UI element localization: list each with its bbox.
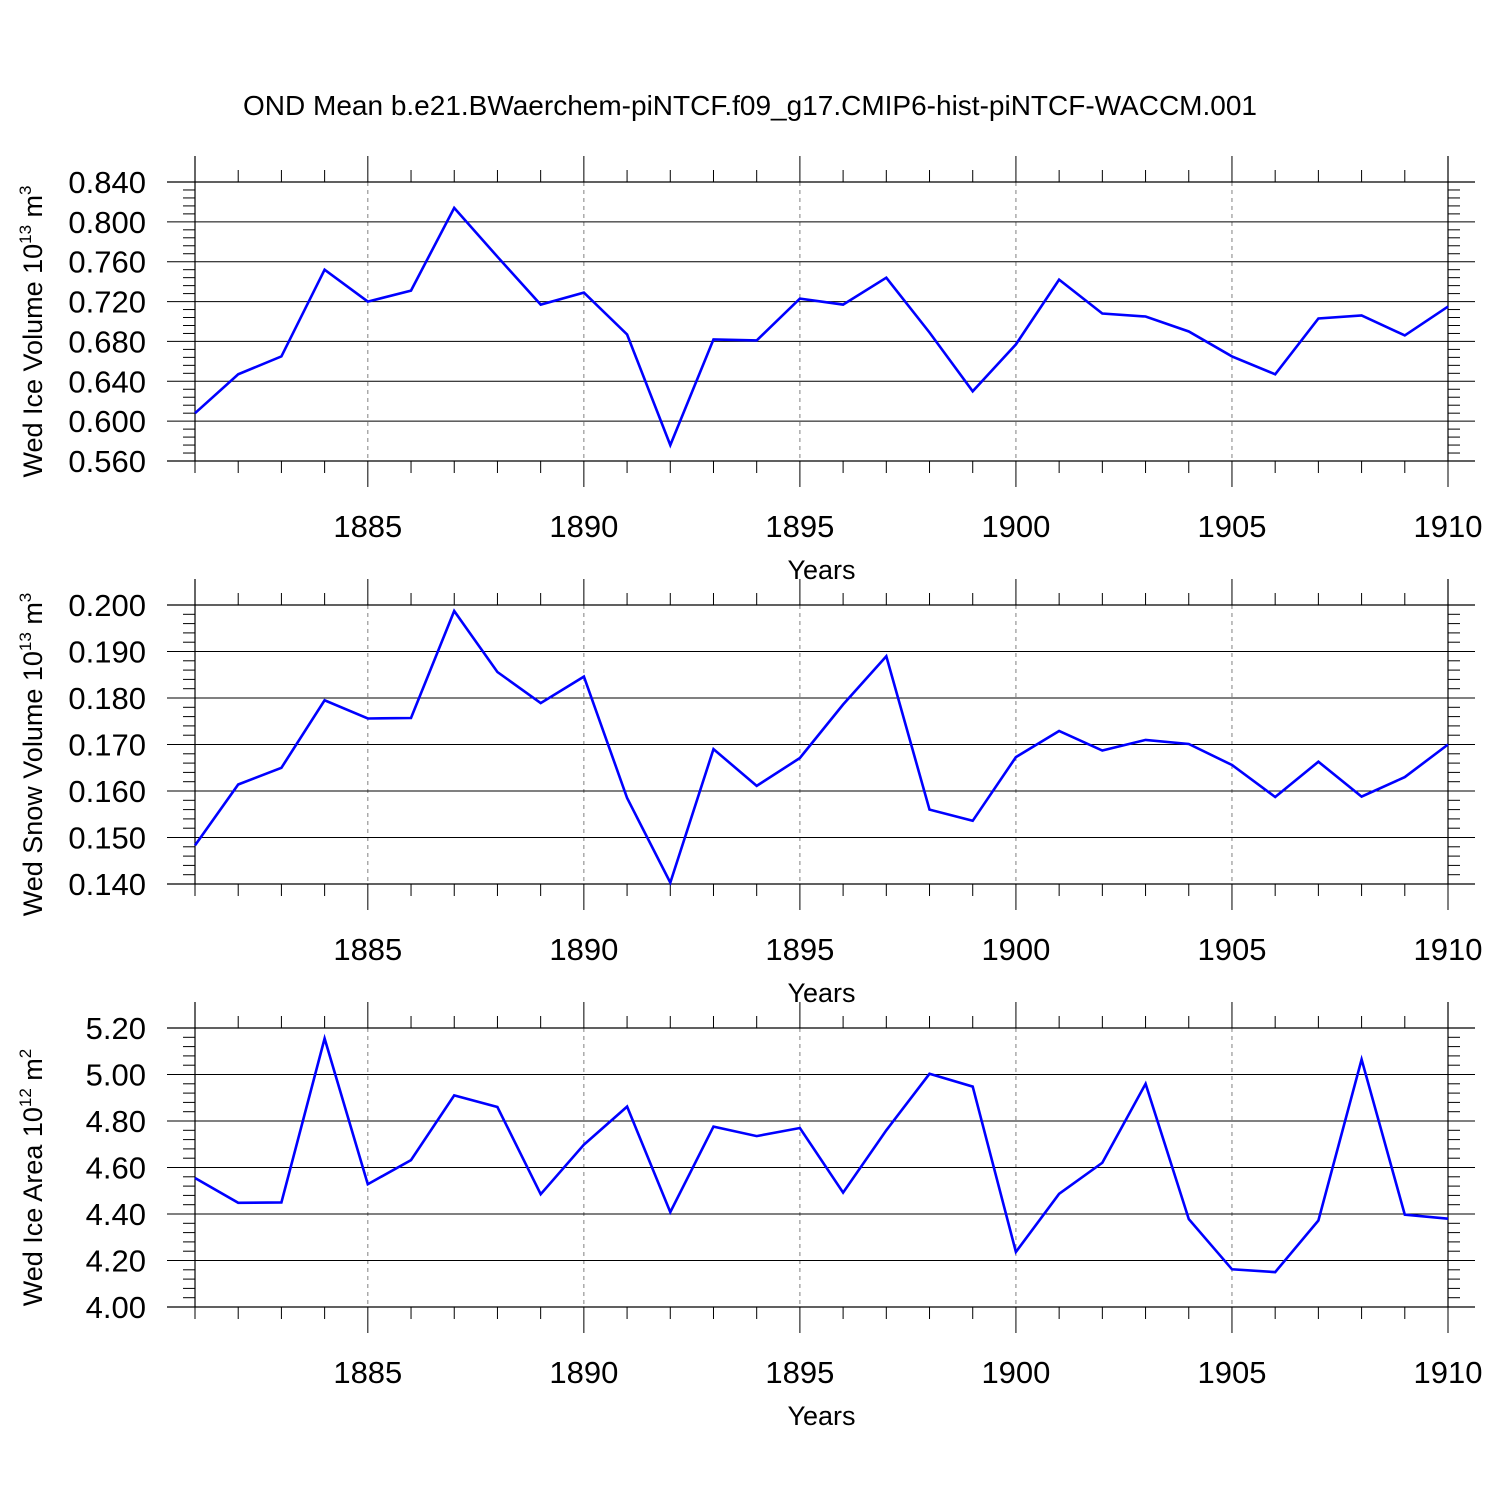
y-tick-label: 0.180 [68, 681, 146, 716]
x-tick-label: 1885 [333, 1355, 402, 1390]
series-line [193, 608, 1449, 886]
x-tick-label: 1905 [1197, 509, 1266, 544]
y-tick-label: 0.140 [68, 867, 146, 902]
y-tick-label: 4.20 [86, 1244, 146, 1279]
x-tick-label: 1910 [1414, 932, 1483, 967]
y-tick-label: 4.40 [86, 1197, 146, 1232]
x-tick-label: 1895 [765, 509, 834, 544]
y-tick-label: 0.840 [68, 165, 146, 200]
y-tick-label: 0.720 [68, 285, 146, 320]
x-tick-label: 1885 [333, 509, 402, 544]
y-tick-label: 0.640 [68, 364, 146, 399]
y-tick-label: 0.560 [68, 444, 146, 479]
series-line [194, 205, 1449, 449]
x-tick-label: 1900 [981, 932, 1050, 967]
y-tick-label: 0.190 [68, 635, 146, 670]
y-tick-label: 4.60 [86, 1151, 146, 1186]
x-tick-label: 1890 [549, 509, 618, 544]
plot-panel-3: 1885 1890 1895 1900 1905 1910 Years 4.00 4.20 4.4… [16, 1002, 1482, 1431]
y-tick-label: 0.150 [68, 821, 146, 856]
y-tick-label: 5.20 [86, 1011, 146, 1046]
y-axis-label: Wed Ice Area 1012 m2 [16, 1049, 48, 1307]
x-tick-label: 1890 [549, 932, 618, 967]
x-tick-label: 1885 [333, 932, 402, 967]
x-tick-label: 1910 [1414, 509, 1483, 544]
x-tick-label: 1905 [1197, 1355, 1266, 1390]
y-tick-label: 0.760 [68, 245, 146, 280]
figure-title: OND Mean b.e21.BWaerchem-piNTCF.f09_g17.… [243, 90, 1257, 121]
x-tick-label: 1900 [981, 1355, 1050, 1390]
x-tick-label: 1890 [549, 1355, 618, 1390]
y-tick-label: 0.680 [68, 324, 146, 359]
plot-panel-2: 1885 1890 1895 1900 1905 1910 Years 0.140 0.150 0… [16, 579, 1482, 1008]
y-tick-label: 0.170 [68, 728, 146, 763]
x-tick-label: 1905 [1197, 932, 1266, 967]
y-tick-label: 0.600 [68, 404, 146, 439]
series-line [194, 1033, 1449, 1274]
x-axis-label: Years [787, 978, 855, 1008]
y-axis-label: Wed Ice Volume 1013 m3 [16, 185, 48, 477]
plot-panel-1: 1885 1890 1895 1900 1905 1910 Years 0.560 0.600 0… [16, 156, 1482, 585]
x-tick-label: 1895 [765, 1355, 834, 1390]
x-axis-label: Years [787, 1401, 855, 1431]
y-tick-label: 4.80 [86, 1104, 146, 1139]
y-tick-label: 0.800 [68, 205, 146, 240]
y-tick-label: 5.00 [86, 1058, 146, 1093]
y-axis-label: Wed Snow Volume 1013 m3 [16, 593, 48, 917]
x-tick-label: 1900 [981, 509, 1050, 544]
x-tick-label: 1895 [765, 932, 834, 967]
y-tick-label: 0.200 [68, 588, 146, 623]
x-axis-label: Years [787, 555, 855, 585]
x-tick-label: 1910 [1414, 1355, 1483, 1390]
y-tick-label: 4.00 [86, 1290, 146, 1325]
y-tick-label: 0.160 [68, 774, 146, 809]
